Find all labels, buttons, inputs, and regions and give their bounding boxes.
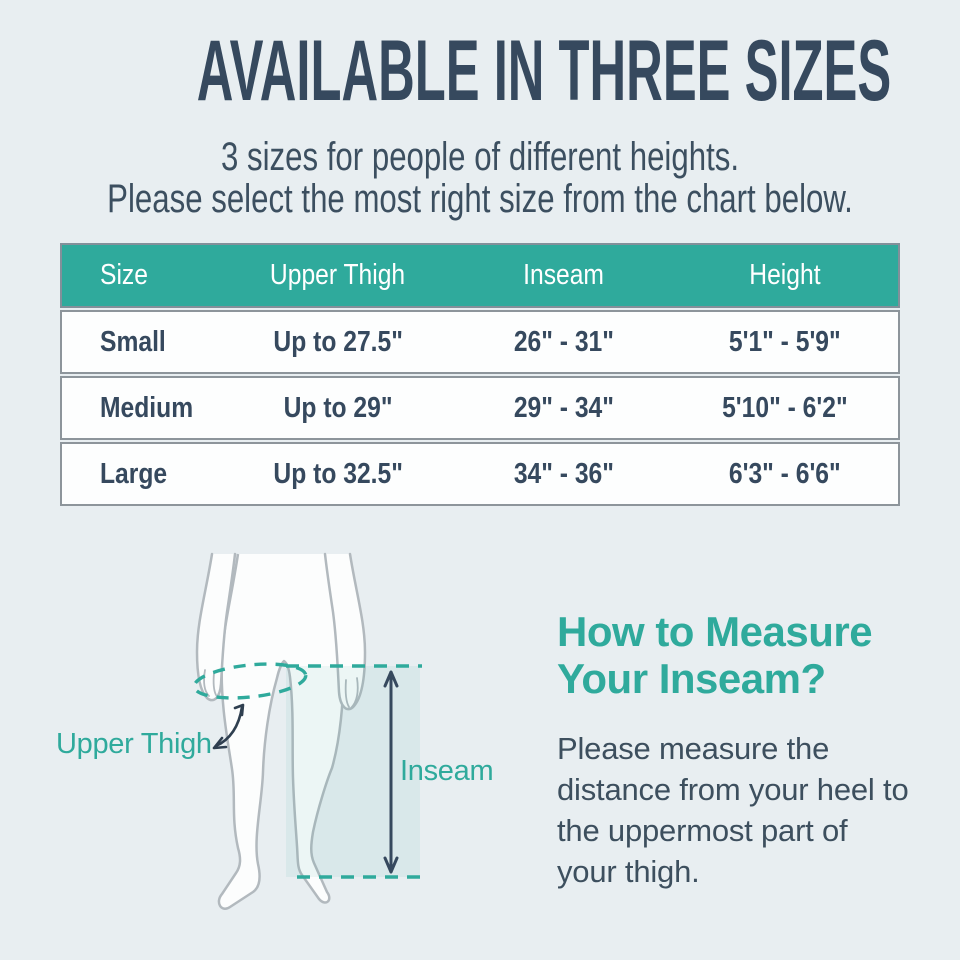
column-header-height: Height [749,259,821,291]
subtitle-line-2: Please select the most right size from t… [107,177,853,221]
page-subtitle: 3 sizes for people of different heights.… [106,136,855,220]
column-header-upper-thigh: Upper Thigh [270,259,406,291]
right-hand-fingers [344,677,359,709]
table-row-small: Small Up to 27.5" 26" - 31" 5'1" - 5'9" [60,310,900,374]
cell-height: 5'1" - 5'9" [729,325,842,358]
page-title: AVAILABLE IN THREE SIZES [196,23,892,119]
size-chart-table: Size Upper Thigh Inseam Height Small Up … [60,243,900,506]
upper-thigh-label: Upper Thigh [56,728,212,760]
cell-inseam: 29" - 34" [513,391,614,424]
left-arm-outline [195,552,237,702]
cell-height: 6'3" - 6'6" [729,457,842,490]
table-row-medium: Medium Up to 29" 29" - 34" 5'10" - 6'2" [60,376,900,440]
cell-upper-thigh: Up to 29" [283,391,393,424]
inseam-region-tint [286,666,420,877]
left-hand-fingers [203,669,217,697]
lower-body-figure-svg: Upper Thigh Inseam [56,552,494,910]
inseam-label: Inseam [400,755,493,787]
body-outline [217,553,345,910]
cell-upper-thigh: Up to 27.5" [273,325,403,358]
right-arm-outline [323,552,367,711]
cell-size: Large [100,457,168,490]
upper-thigh-arrow [212,703,245,750]
inseam-arrow [383,670,399,874]
size-chart-header-row: Size Upper Thigh Inseam Height [60,243,900,308]
table-row-large: Large Up to 32.5" 34" - 36" 6'3" - 6'6" [60,442,900,506]
cell-inseam: 26" - 31" [513,325,614,358]
how-to-measure-section: How to Measure Your Inseam? Please measu… [557,608,927,892]
cell-upper-thigh: Up to 32.5" [273,457,403,490]
cell-height: 5'10" - 6'2" [722,391,848,424]
column-header-inseam: Inseam [523,259,605,291]
column-header-size: Size [100,259,148,291]
heading-line-1: How to Measure [557,608,873,655]
right-arm [325,554,365,710]
body-silhouette [218,554,344,909]
cell-inseam: 34" - 36" [513,457,614,490]
cell-size: Medium [100,391,194,424]
heading-line-2: Your Inseam? [557,655,826,702]
upper-thigh-dashed-ellipse [192,662,308,700]
cell-size: Small [100,325,166,358]
subtitle-line-1: 3 sizes for people of different heights. [220,135,740,179]
measurement-diagram: Upper Thigh Inseam [0,530,540,960]
how-to-measure-body: Please measure the distance from your he… [557,731,909,889]
how-to-measure-heading: How to Measure Your Inseam? [557,608,927,702]
